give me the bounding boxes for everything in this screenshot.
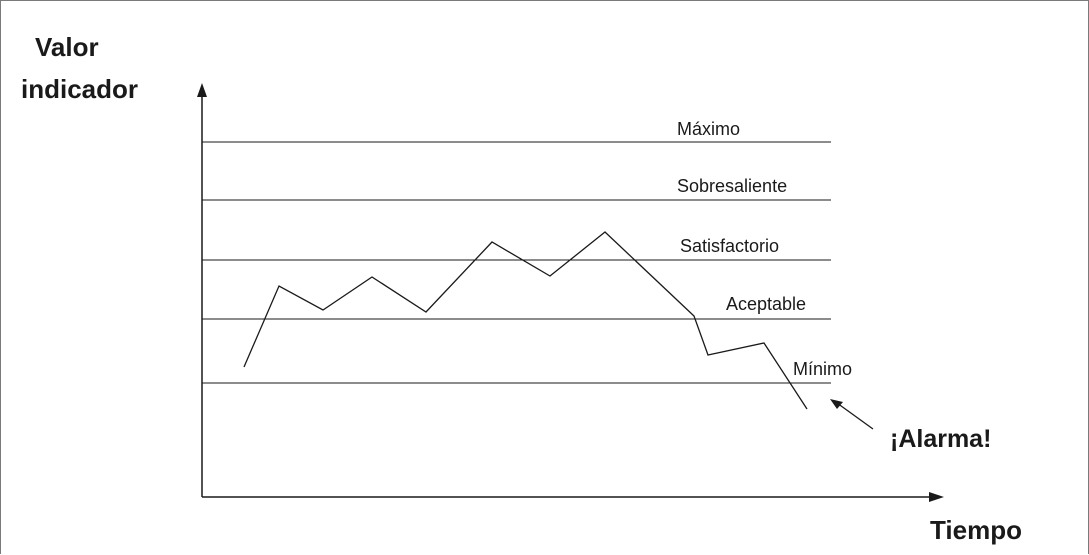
alarm-label: ¡Alarma! <box>890 425 991 453</box>
level-label-minimo: Mínimo <box>793 359 852 379</box>
alarm-arrow <box>836 402 874 430</box>
level-label-maximo: Máximo <box>677 119 740 139</box>
x-axis-arrowhead <box>929 492 944 502</box>
y-axis-title-line2: indicador <box>21 74 138 104</box>
alarm-arrowhead <box>830 399 843 409</box>
level-label-satisfactorio: Satisfactorio <box>680 236 779 256</box>
x-axis-title: Tiempo <box>930 515 1022 545</box>
indicator-trend-line <box>243 231 808 410</box>
level-label-sobresaliente: Sobresaliente <box>677 176 787 196</box>
y-axis-arrowhead <box>197 83 207 97</box>
y-axis-title-line1: Valor <box>35 32 99 62</box>
level-label-aceptable: Aceptable <box>726 294 806 314</box>
